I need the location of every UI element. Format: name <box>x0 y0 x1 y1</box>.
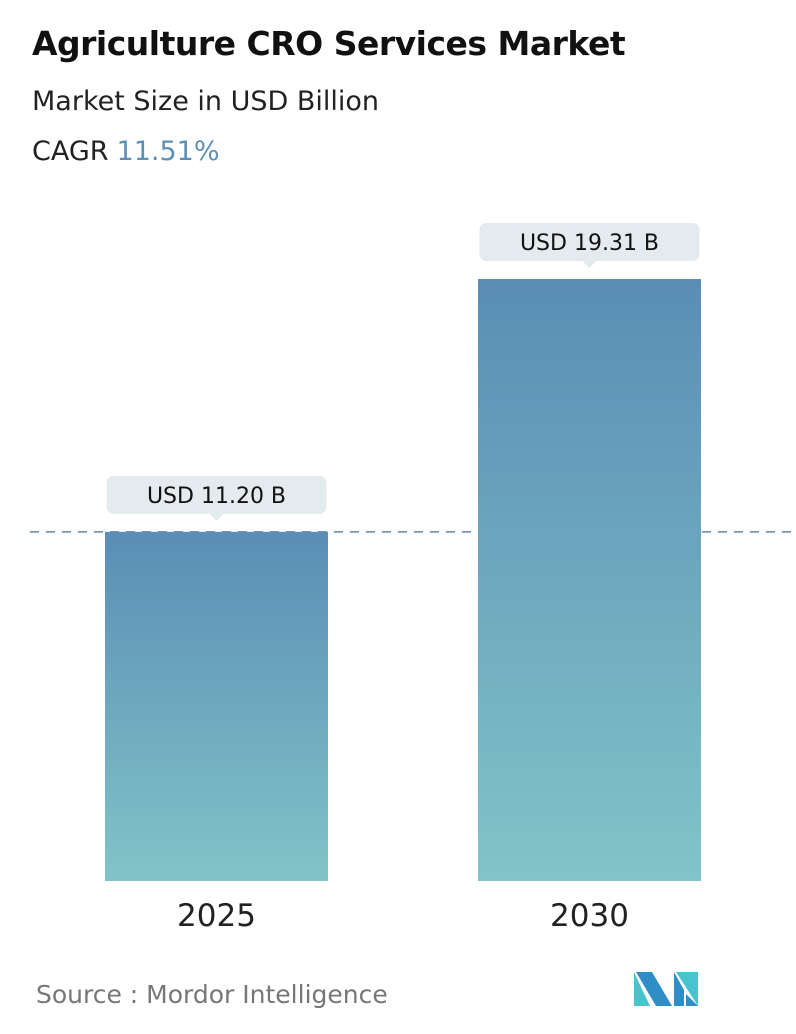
x-tick-label: 2025 <box>177 898 256 934</box>
chart-title: Agriculture CRO Services Market <box>32 24 626 63</box>
bar-2030 <box>478 279 701 881</box>
data-label: USD 19.31 B <box>520 231 659 256</box>
callout-box <box>479 223 700 261</box>
source-note: Source : Mordor Intelligence <box>36 980 388 1009</box>
cagr: CAGR 11.51% <box>32 136 219 167</box>
cagr-value: 11.51% <box>116 136 220 167</box>
cagr-label: CAGR <box>32 136 109 167</box>
bar-2025 <box>105 531 328 881</box>
mordor-intelligence-logo <box>634 972 698 1006</box>
callout-pointer <box>582 261 597 268</box>
callout-pointer <box>209 513 224 521</box>
x-tick-label: 2030 <box>550 898 629 934</box>
data-label: USD 11.20 B <box>147 484 286 509</box>
callout-box <box>106 475 327 514</box>
chart-subtitle: Market Size in USD Billion <box>32 86 380 117</box>
